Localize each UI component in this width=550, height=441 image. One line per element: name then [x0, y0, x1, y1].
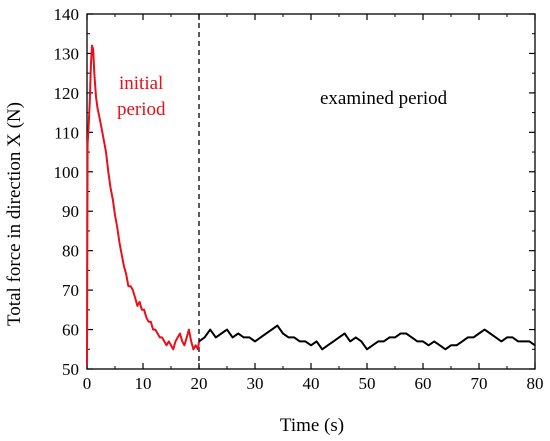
- initial-period-series-line: [86, 44, 200, 366]
- x-tick-label-0: 0: [83, 374, 92, 393]
- y-tick-label-80: 80: [62, 242, 79, 261]
- y-tick-label-60: 60: [62, 321, 79, 340]
- y-tick-label-70: 70: [62, 281, 79, 300]
- y-tick-label-140: 140: [54, 5, 80, 24]
- y-tick-label-50: 50: [62, 360, 79, 379]
- y-tick-label-120: 120: [54, 84, 80, 103]
- annotation-initial: initial: [119, 73, 163, 94]
- examined-period-series-line: [198, 324, 536, 351]
- y-tick-label-90: 90: [62, 202, 79, 221]
- x-tick-label-40: 40: [303, 374, 320, 393]
- x-tick-label-30: 30: [247, 374, 264, 393]
- x-tick-label-60: 60: [415, 374, 432, 393]
- plot-frame: [86, 13, 536, 370]
- y-axis-title: Total force in direction X (N): [4, 102, 25, 326]
- annotation-period: period: [117, 99, 166, 120]
- x-tick-label-20: 20: [191, 374, 208, 393]
- y-tick-label-130: 130: [54, 44, 80, 63]
- x-tick-label-10: 10: [135, 374, 152, 393]
- x-tick-label-80: 80: [527, 374, 544, 393]
- x-tick-label-50: 50: [359, 374, 376, 393]
- plot-layer: 0 10 20 30 40 50 60 70 80 50 60 70 80 90 100 110 120 130 1…: [54, 5, 544, 393]
- x-axis-title: Time (s): [280, 415, 344, 436]
- annotation-examined-period: examined period: [320, 88, 448, 109]
- y-tick-label-100: 100: [54, 163, 80, 182]
- y-tick-label-110: 110: [54, 123, 79, 142]
- x-tick-label-70: 70: [471, 374, 488, 393]
